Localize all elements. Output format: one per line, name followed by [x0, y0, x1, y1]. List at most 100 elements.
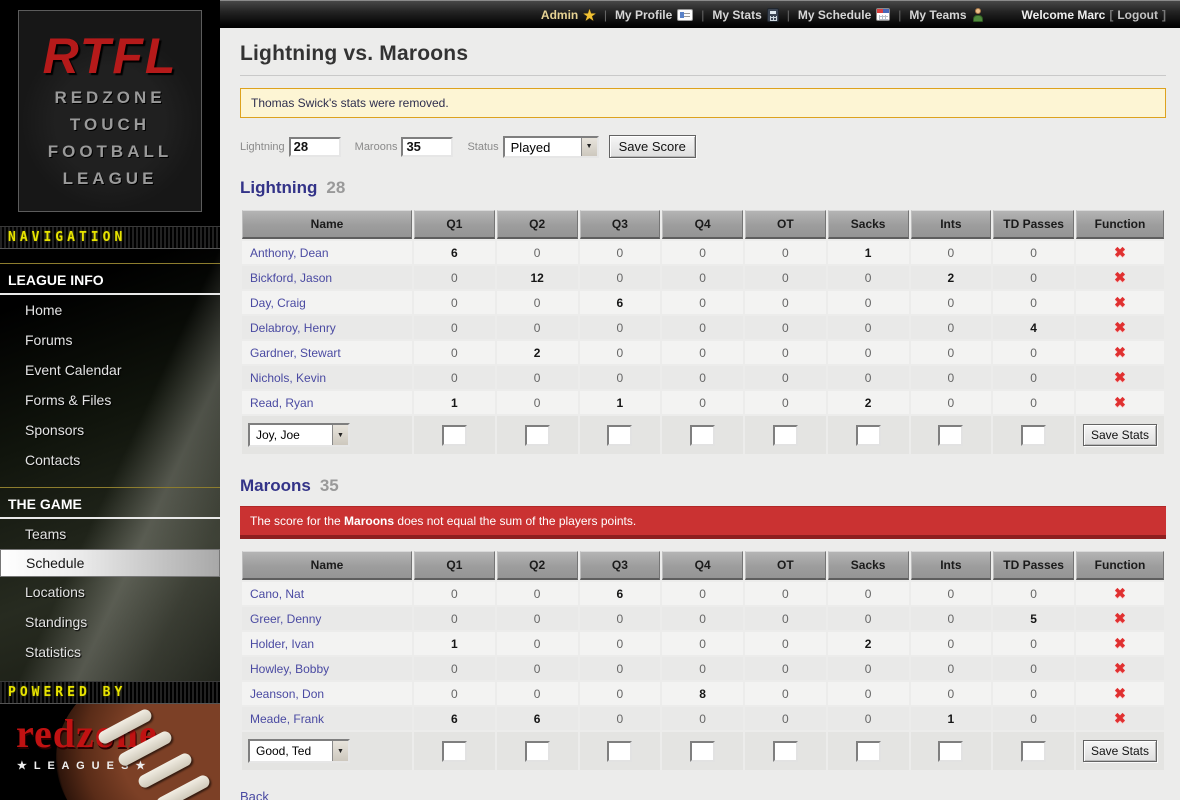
player-name-link[interactable]: Bickford, Jason — [250, 270, 333, 285]
sidebar-item-forums[interactable]: Forums — [25, 332, 73, 348]
sidebar-item-locations[interactable]: Locations — [25, 584, 85, 600]
away-score-label: Maroons — [354, 140, 398, 153]
player-row: Nichols, Kevin 0 0 0 0 0 0 0 0 ✖ — [242, 366, 1164, 389]
delete-icon[interactable]: ✖ — [1114, 585, 1126, 601]
stat-input[interactable] — [1021, 424, 1047, 446]
delete-icon[interactable]: ✖ — [1114, 244, 1126, 260]
column-header-q3: Q3 — [579, 551, 661, 580]
player-name-link[interactable]: Anthony, Dean — [250, 245, 329, 260]
sidebar-item-forms-files[interactable]: Forms & Files — [25, 392, 112, 408]
player-name-link[interactable]: Holder, Ivan — [250, 636, 315, 651]
chevron-down-icon: ▼ — [332, 425, 348, 445]
player-name-cell: Jeanson, Don — [242, 682, 412, 705]
league-logo[interactable]: RTFL REDZONE TOUCH FOOTBALL LEAGUE — [18, 10, 202, 212]
stat-input[interactable] — [524, 424, 550, 446]
stat-value-cell: 0 — [827, 316, 909, 339]
away-score-input[interactable] — [401, 136, 454, 157]
delete-icon[interactable]: ✖ — [1114, 710, 1126, 726]
stat-input-cell — [414, 732, 495, 770]
player-name-link[interactable]: Jeanson, Don — [250, 686, 325, 701]
stat-input[interactable] — [441, 424, 467, 446]
sidebar-item-standings[interactable]: Standings — [25, 614, 88, 630]
chevron-down-icon: ▼ — [580, 137, 597, 156]
stat-input[interactable] — [772, 424, 798, 446]
delete-icon[interactable]: ✖ — [1114, 294, 1126, 310]
add-player-select[interactable]: Good, Ted ▼ — [248, 739, 350, 763]
back-link[interactable]: Back — [240, 789, 269, 800]
sidebar-item-statistics[interactable]: Statistics — [25, 644, 82, 660]
stat-value-cell: 0 — [827, 266, 909, 289]
delete-icon[interactable]: ✖ — [1114, 369, 1126, 385]
sidebar-item-home[interactable]: Home — [25, 302, 63, 318]
stat-value-cell: 6 — [414, 707, 495, 730]
stat-input-cell — [414, 416, 495, 454]
save-stats-button[interactable]: Save Stats — [1082, 424, 1158, 446]
sidebar-item-contacts[interactable]: Contacts — [25, 452, 81, 468]
stat-input[interactable] — [690, 424, 716, 446]
function-cell: ✖ — [1076, 241, 1164, 264]
player-name-link[interactable]: Gardner, Stewart — [250, 345, 341, 360]
stat-input-cell — [745, 732, 826, 770]
delete-icon[interactable]: ✖ — [1114, 660, 1126, 676]
stat-input-cell — [910, 732, 992, 770]
topbar-item-my-stats[interactable]: My Stats — [712, 7, 779, 22]
delete-icon[interactable]: ✖ — [1114, 269, 1126, 285]
add-player-select[interactable]: Joy, Joe ▼ — [248, 423, 350, 447]
delete-icon[interactable]: ✖ — [1114, 319, 1126, 335]
logout-link[interactable]: Logout — [1117, 7, 1158, 22]
stat-value-cell: 0 — [827, 657, 909, 680]
sidebar-item-teams[interactable]: Teams — [25, 526, 67, 542]
delete-icon[interactable]: ✖ — [1114, 344, 1126, 360]
sidebar-item-schedule[interactable]: Schedule — [0, 549, 220, 577]
sidebar-item-event-calendar[interactable]: Event Calendar — [25, 362, 122, 378]
player-name-link[interactable]: Nichols, Kevin — [250, 370, 327, 385]
topbar-item-admin[interactable]: Admin ★ — [541, 8, 596, 22]
stat-input[interactable] — [938, 740, 964, 762]
delete-icon[interactable]: ✖ — [1114, 394, 1126, 410]
nav-section-league-info: LEAGUE INFO — [0, 263, 220, 295]
column-header-q3: Q3 — [579, 210, 661, 239]
delete-icon[interactable]: ✖ — [1114, 635, 1126, 651]
stat-value-cell: 2 — [827, 391, 909, 414]
powered-by-banner: POWERED BY — [0, 681, 220, 704]
stat-input[interactable] — [607, 424, 633, 446]
status-select[interactable]: Played ▼ — [502, 135, 599, 158]
stat-value-cell: 1 — [414, 632, 495, 655]
maroons-stats-table: Name Q1 Q2 Q3 Q4 OT Sacks Ints TD Passes Function… — [240, 549, 1166, 772]
stat-input[interactable] — [690, 740, 716, 762]
player-name-link[interactable]: Delabroy, Henry — [250, 320, 336, 335]
save-stats-button[interactable]: Save Stats — [1082, 740, 1158, 762]
status-label: Status — [467, 140, 499, 153]
stat-input[interactable] — [855, 740, 881, 762]
stat-value-cell: 0 — [662, 391, 743, 414]
stat-value-cell: 0 — [993, 391, 1074, 414]
player-name-cell: Bickford, Jason — [242, 266, 412, 289]
stat-input[interactable] — [772, 740, 798, 762]
topbar-item-my-teams[interactable]: My Teams — [909, 7, 983, 22]
stat-input[interactable] — [441, 740, 467, 762]
player-name-link[interactable]: Cano, Nat — [250, 586, 305, 601]
save-score-button[interactable]: Save Score — [608, 135, 696, 158]
player-name-link[interactable]: Day, Craig — [250, 295, 306, 310]
player-name-link[interactable]: Meade, Frank — [250, 711, 325, 726]
column-header-q4: Q4 — [662, 210, 743, 239]
stat-input[interactable] — [1021, 740, 1047, 762]
home-score-input[interactable] — [288, 136, 341, 157]
topbar-item-my-schedule[interactable]: My Schedule — [798, 8, 891, 22]
redzone-leagues-logo[interactable]: redzone ★ L E A G U E S ★ — [0, 704, 220, 800]
delete-icon[interactable]: ✖ — [1114, 610, 1126, 626]
stat-input[interactable] — [938, 424, 964, 446]
stat-input[interactable] — [855, 424, 881, 446]
stat-input[interactable] — [607, 740, 633, 762]
player-name-link[interactable]: Howley, Bobby — [250, 661, 330, 676]
stat-input[interactable] — [524, 740, 550, 762]
sidebar-item-sponsors[interactable]: Sponsors — [25, 422, 85, 438]
stat-value-cell: 0 — [827, 291, 909, 314]
player-name-link[interactable]: Greer, Denny — [250, 611, 322, 626]
topbar-item-my-profile[interactable]: My Profile — [615, 8, 694, 22]
player-row: Read, Ryan 1 0 1 0 0 2 0 0 ✖ — [242, 391, 1164, 414]
player-name-link[interactable]: Read, Ryan — [250, 395, 314, 410]
delete-icon[interactable]: ✖ — [1114, 685, 1126, 701]
stat-value-cell: 0 — [993, 707, 1074, 730]
